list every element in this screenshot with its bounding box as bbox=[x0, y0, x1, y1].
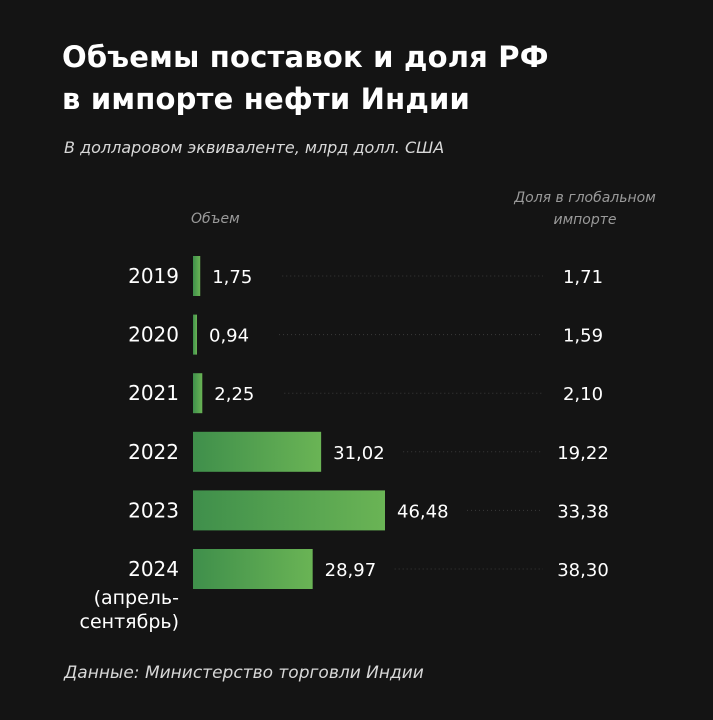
volume-bar bbox=[193, 256, 201, 296]
volume-value-label: 0,94 bbox=[209, 326, 249, 347]
volume-bar bbox=[193, 373, 203, 414]
chart-title-line-2: в импорте нефти Индии bbox=[62, 82, 471, 116]
share-column-header: Доля в глобальном импорте bbox=[470, 187, 700, 231]
volume-bar bbox=[193, 549, 313, 589]
chart-subtitle: В долларовом эквиваленте, млрд долл. США bbox=[64, 138, 445, 157]
share-value-label: 1,71 bbox=[563, 267, 603, 288]
share-value-label: 19,22 bbox=[557, 443, 609, 464]
share-value-label: 33,38 bbox=[557, 501, 609, 522]
category-label: 2019 bbox=[128, 264, 179, 288]
category-label: 2022 bbox=[128, 440, 179, 464]
share-value-label: 38,30 bbox=[557, 560, 609, 581]
category-note-label: сентябрь) bbox=[80, 611, 179, 633]
category-label: 2024 bbox=[128, 557, 179, 581]
volume-value-label: 28,97 bbox=[325, 560, 377, 581]
volume-bar bbox=[193, 431, 322, 472]
volume-value-label: 1,75 bbox=[212, 267, 252, 288]
share-column-header-line-1: Доля в глобальном bbox=[514, 190, 656, 206]
volume-bar bbox=[193, 490, 385, 531]
volume-bar bbox=[193, 314, 197, 355]
volume-column-header: Объем bbox=[191, 211, 240, 227]
share-value-label: 1,59 bbox=[563, 326, 603, 347]
chart-title: Объемы поставок и доля РФ в импорте нефт… bbox=[62, 36, 662, 120]
volume-value-label: 46,48 bbox=[397, 501, 449, 522]
category-note-label: (апрель- bbox=[94, 587, 179, 609]
category-label: 2023 bbox=[128, 498, 179, 522]
volume-value-label: 2,25 bbox=[214, 384, 254, 405]
chart-title-line-1: Объемы поставок и доля РФ bbox=[62, 40, 549, 74]
volume-value-label: 31,02 bbox=[333, 443, 385, 464]
data-source-note: Данные: Министерство торговли Индии bbox=[64, 663, 424, 683]
share-column-header-line-2: импорте bbox=[553, 212, 617, 228]
category-label: 2021 bbox=[128, 381, 179, 405]
bar-chart: 2019 1,75 1,71 2020 0,94 1,59 2021 2,25 2,10 2022… bbox=[80, 256, 609, 633]
category-label: 2020 bbox=[128, 323, 179, 347]
share-value-label: 2,10 bbox=[563, 384, 603, 405]
